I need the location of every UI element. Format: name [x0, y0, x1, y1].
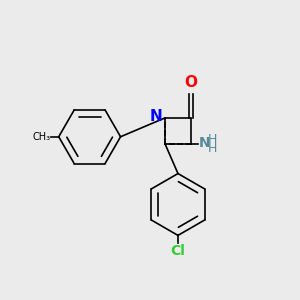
- Text: O: O: [184, 75, 197, 90]
- Text: Cl: Cl: [170, 244, 185, 258]
- Text: H: H: [208, 133, 218, 146]
- Text: N: N: [150, 109, 163, 124]
- Text: N: N: [199, 136, 211, 150]
- Text: CH₃: CH₃: [32, 132, 50, 142]
- Text: H: H: [208, 142, 218, 155]
